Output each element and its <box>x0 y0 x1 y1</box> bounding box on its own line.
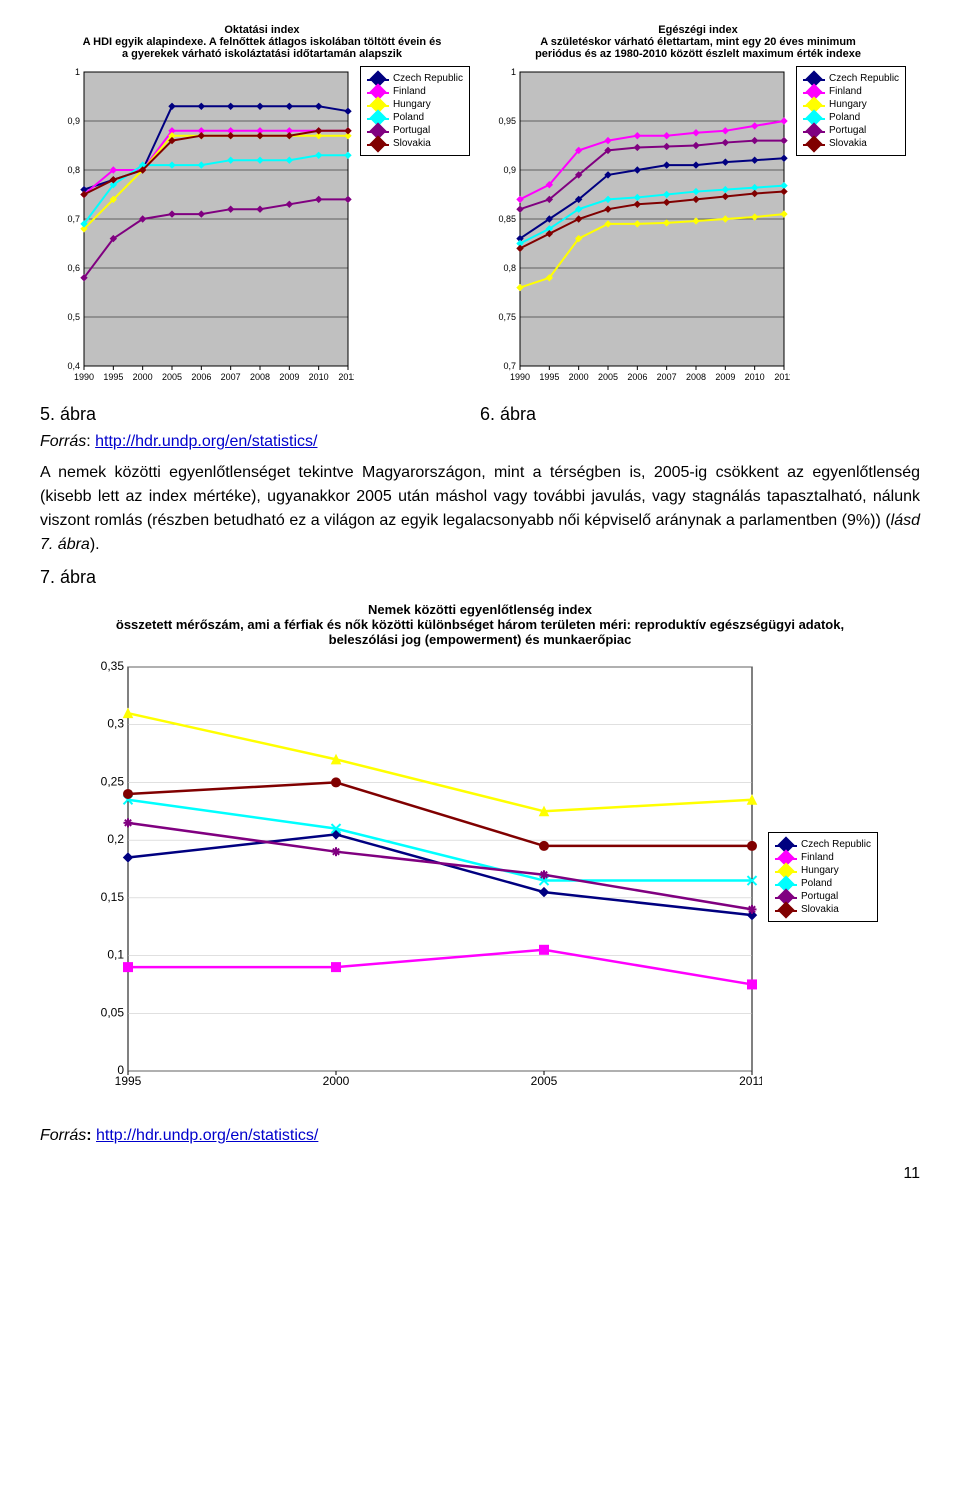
svg-text:0,85: 0,85 <box>498 214 516 224</box>
legend-item: Slovakia <box>367 138 463 149</box>
svg-text:2009: 2009 <box>715 372 735 382</box>
body-paragraph: A nemek közötti egyenlőtlenséget tekintv… <box>40 461 920 557</box>
svg-text:1995: 1995 <box>539 372 559 382</box>
svg-text:0,8: 0,8 <box>67 165 80 175</box>
health-index-title: Egészégi indexA születéskor várható élet… <box>518 24 878 60</box>
svg-text:2006: 2006 <box>191 372 211 382</box>
svg-text:0,2: 0,2 <box>107 832 124 846</box>
svg-text:2009: 2009 <box>279 372 299 382</box>
svg-text:2005: 2005 <box>531 1074 558 1088</box>
legend-item: Finland <box>803 86 899 97</box>
svg-text:2010: 2010 <box>745 372 765 382</box>
svg-text:0,75: 0,75 <box>498 312 516 322</box>
education-index-title: Oktatási indexA HDI egyik alapindexe. A … <box>82 24 442 60</box>
figure7-block: 00,050,10,150,20,250,30,3519952000200520… <box>40 657 920 1097</box>
svg-text:2000: 2000 <box>569 372 589 382</box>
svg-text:0,5: 0,5 <box>67 312 80 322</box>
svg-text:0,7: 0,7 <box>67 214 80 224</box>
figure7-title: Nemek közötti egyenlőtlenség indexösszet… <box>100 602 860 647</box>
legend-item: Slovakia <box>775 904 871 915</box>
figure6-caption: 6. ábra <box>480 404 536 425</box>
legend-item: Finland <box>367 86 463 97</box>
svg-text:2006: 2006 <box>627 372 647 382</box>
source-label: Forrás <box>40 1127 86 1144</box>
svg-text:0,25: 0,25 <box>101 774 125 788</box>
svg-text:0,1: 0,1 <box>107 948 124 962</box>
legend-item: Portugal <box>367 125 463 136</box>
legend-item: Portugal <box>775 891 871 902</box>
svg-text:0,7: 0,7 <box>503 361 516 371</box>
svg-text:0,4: 0,4 <box>67 361 80 371</box>
legend-item: Poland <box>775 878 871 889</box>
svg-text:0,05: 0,05 <box>101 1005 125 1019</box>
legend-item: Poland <box>367 112 463 123</box>
source-line-2: Forrás: http://hdr.undp.org/en/statistic… <box>40 1127 920 1145</box>
svg-text:2000: 2000 <box>133 372 153 382</box>
source-link[interactable]: http://hdr.undp.org/en/statistics/ <box>95 433 317 450</box>
legend-item: Poland <box>803 112 899 123</box>
svg-text:0,15: 0,15 <box>101 890 125 904</box>
svg-text:1995: 1995 <box>115 1074 142 1088</box>
education-index-legend: Czech Republic Finland Hungary Poland Portug… <box>360 66 470 156</box>
source-label: Forrás <box>40 433 86 450</box>
svg-text:2005: 2005 <box>162 372 182 382</box>
source-link[interactable]: http://hdr.undp.org/en/statistics/ <box>96 1127 318 1144</box>
gender-inequality-chart: 00,050,10,150,20,250,30,3519952000200520… <box>82 657 762 1097</box>
health-index-chart: 0,7 0,75 0,8 0,85 0,9 0,95 1 1990 1995 2000 2005 20… <box>490 66 790 386</box>
svg-text:0,9: 0,9 <box>67 116 80 126</box>
gender-inequality-legend: Czech Republic Finland Hungary Poland Portug… <box>768 832 878 922</box>
legend-item: Czech Republic <box>367 73 463 84</box>
education-index-panel: Oktatási indexA HDI egyik alapindexe. A … <box>54 24 470 386</box>
legend-item: Portugal <box>803 125 899 136</box>
health-index-legend: Czech Republic Finland Hungary Poland Portug… <box>796 66 906 156</box>
svg-text:0,3: 0,3 <box>107 717 124 731</box>
svg-text:1995: 1995 <box>103 372 123 382</box>
svg-text:0,9: 0,9 <box>503 165 516 175</box>
svg-text:0,6: 0,6 <box>67 263 80 273</box>
legend-item: Hungary <box>775 865 871 876</box>
svg-text:1: 1 <box>511 67 516 77</box>
svg-text:1: 1 <box>75 67 80 77</box>
svg-text:1990: 1990 <box>510 372 530 382</box>
legend-item: Slovakia <box>803 138 899 149</box>
svg-text:2007: 2007 <box>221 372 241 382</box>
svg-text:2011: 2011 <box>774 372 790 382</box>
svg-text:2005: 2005 <box>598 372 618 382</box>
source-line-1: Forrás: http://hdr.undp.org/en/statistic… <box>40 433 920 451</box>
svg-text:2007: 2007 <box>657 372 677 382</box>
figure5-caption: 5. ábra <box>40 404 480 425</box>
svg-text:1990: 1990 <box>74 372 94 382</box>
legend-item: Czech Republic <box>775 839 871 850</box>
figure-captions-row: 5. ábra 6. ábra <box>40 404 920 425</box>
svg-text:0,8: 0,8 <box>503 263 516 273</box>
figure7-caption: 7. ábra <box>40 567 920 588</box>
top-charts-row: Oktatási indexA HDI egyik alapindexe. A … <box>40 24 920 386</box>
legend-item: Czech Republic <box>803 73 899 84</box>
svg-text:2011: 2011 <box>739 1074 762 1088</box>
page-number: 11 <box>40 1165 920 1183</box>
legend-item: Finland <box>775 852 871 863</box>
legend-item: Hungary <box>367 99 463 110</box>
education-index-chart: 0,4 0,5 0,6 0,7 0,8 0,9 1 1990 1995 2000 2005 2006 2… <box>54 66 354 386</box>
svg-text:2000: 2000 <box>323 1074 350 1088</box>
svg-text:2008: 2008 <box>686 372 706 382</box>
svg-text:2011: 2011 <box>338 372 354 382</box>
legend-item: Hungary <box>803 99 899 110</box>
svg-text:2008: 2008 <box>250 372 270 382</box>
svg-text:0,35: 0,35 <box>101 659 125 673</box>
svg-text:2010: 2010 <box>309 372 329 382</box>
svg-text:0,95: 0,95 <box>498 116 516 126</box>
health-index-panel: Egészégi indexA születéskor várható élet… <box>490 24 906 386</box>
